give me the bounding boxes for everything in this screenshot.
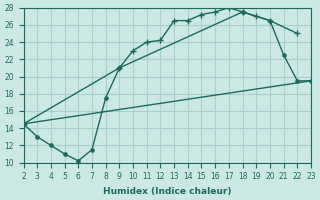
X-axis label: Humidex (Indice chaleur): Humidex (Indice chaleur) [103,187,231,196]
